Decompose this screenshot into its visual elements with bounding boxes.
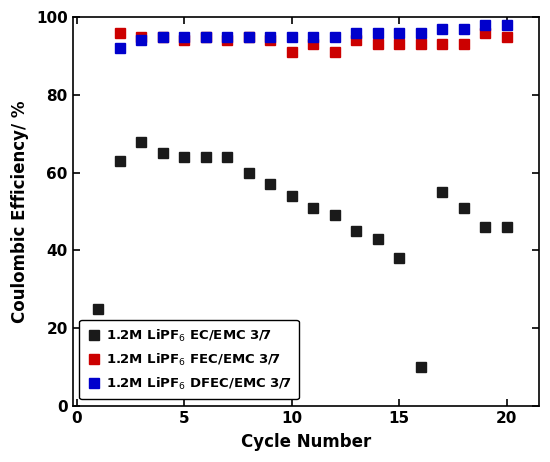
1.2M LiPF$_6$ DFEC/EMC 3/7 [181, 34, 188, 39]
1.2M LiPF$_6$ EC/EMC 3/7 [202, 154, 209, 160]
1.2M LiPF$_6$ EC/EMC 3/7 [181, 154, 188, 160]
1.2M LiPF$_6$ DFEC/EMC 3/7 [375, 30, 381, 36]
1.2M LiPF$_6$ DFEC/EMC 3/7 [417, 30, 424, 36]
1.2M LiPF$_6$ EC/EMC 3/7 [353, 228, 360, 234]
1.2M LiPF$_6$ FEC/EMC 3/7 [332, 49, 338, 55]
1.2M LiPF$_6$ FEC/EMC 3/7 [310, 42, 317, 47]
Y-axis label: Coulombic Efficiency/ %: Coulombic Efficiency/ % [11, 100, 29, 323]
1.2M LiPF$_6$ FEC/EMC 3/7 [417, 42, 424, 47]
1.2M LiPF$_6$ EC/EMC 3/7 [375, 236, 381, 242]
1.2M LiPF$_6$ DFEC/EMC 3/7 [117, 45, 123, 51]
1.2M LiPF$_6$ DFEC/EMC 3/7 [353, 30, 360, 36]
1.2M LiPF$_6$ FEC/EMC 3/7 [396, 42, 403, 47]
1.2M LiPF$_6$ EC/EMC 3/7 [138, 139, 145, 144]
1.2M LiPF$_6$ EC/EMC 3/7 [332, 213, 338, 218]
1.2M LiPF$_6$ EC/EMC 3/7 [224, 154, 230, 160]
1.2M LiPF$_6$ FEC/EMC 3/7 [117, 30, 123, 36]
1.2M LiPF$_6$ FEC/EMC 3/7 [460, 42, 467, 47]
1.2M LiPF$_6$ FEC/EMC 3/7 [224, 38, 230, 43]
1.2M LiPF$_6$ FEC/EMC 3/7 [353, 38, 360, 43]
1.2M LiPF$_6$ EC/EMC 3/7 [289, 193, 295, 199]
1.2M LiPF$_6$ DFEC/EMC 3/7 [245, 34, 252, 39]
1.2M LiPF$_6$ FEC/EMC 3/7 [160, 34, 166, 39]
Line: 1.2M LiPF$_6$ DFEC/EMC 3/7: 1.2M LiPF$_6$ DFEC/EMC 3/7 [116, 20, 511, 53]
1.2M LiPF$_6$ DFEC/EMC 3/7 [202, 34, 209, 39]
1.2M LiPF$_6$ EC/EMC 3/7 [396, 255, 403, 261]
1.2M LiPF$_6$ EC/EMC 3/7 [245, 170, 252, 176]
1.2M LiPF$_6$ DFEC/EMC 3/7 [224, 34, 230, 39]
1.2M LiPF$_6$ DFEC/EMC 3/7 [138, 38, 145, 43]
1.2M LiPF$_6$ EC/EMC 3/7 [117, 158, 123, 164]
1.2M LiPF$_6$ FEC/EMC 3/7 [439, 42, 446, 47]
1.2M LiPF$_6$ EC/EMC 3/7 [267, 182, 274, 187]
1.2M LiPF$_6$ EC/EMC 3/7 [310, 205, 317, 211]
1.2M LiPF$_6$ EC/EMC 3/7 [482, 225, 488, 230]
1.2M LiPF$_6$ EC/EMC 3/7 [95, 306, 102, 311]
1.2M LiPF$_6$ FEC/EMC 3/7 [267, 38, 274, 43]
1.2M LiPF$_6$ EC/EMC 3/7 [160, 151, 166, 156]
1.2M LiPF$_6$ EC/EMC 3/7 [417, 365, 424, 370]
1.2M LiPF$_6$ DFEC/EMC 3/7 [503, 22, 510, 28]
Legend: 1.2M LiPF$_6$ EC/EMC 3/7, 1.2M LiPF$_6$ FEC/EMC 3/7, 1.2M LiPF$_6$ DFEC/EMC 3/7: 1.2M LiPF$_6$ EC/EMC 3/7, 1.2M LiPF$_6$ … [79, 320, 299, 400]
1.2M LiPF$_6$ DFEC/EMC 3/7 [160, 34, 166, 39]
1.2M LiPF$_6$ FEC/EMC 3/7 [181, 38, 188, 43]
X-axis label: Cycle Number: Cycle Number [241, 433, 371, 451]
1.2M LiPF$_6$ FEC/EMC 3/7 [202, 34, 209, 39]
1.2M LiPF$_6$ DFEC/EMC 3/7 [482, 22, 488, 28]
1.2M LiPF$_6$ DFEC/EMC 3/7 [460, 26, 467, 31]
1.2M LiPF$_6$ EC/EMC 3/7 [460, 205, 467, 211]
1.2M LiPF$_6$ DFEC/EMC 3/7 [396, 30, 403, 36]
1.2M LiPF$_6$ DFEC/EMC 3/7 [332, 34, 338, 39]
1.2M LiPF$_6$ FEC/EMC 3/7 [245, 34, 252, 39]
1.2M LiPF$_6$ EC/EMC 3/7 [439, 189, 446, 195]
1.2M LiPF$_6$ DFEC/EMC 3/7 [267, 34, 274, 39]
1.2M LiPF$_6$ FEC/EMC 3/7 [375, 42, 381, 47]
1.2M LiPF$_6$ FEC/EMC 3/7 [503, 34, 510, 39]
1.2M LiPF$_6$ DFEC/EMC 3/7 [289, 34, 295, 39]
Line: 1.2M LiPF$_6$ EC/EMC 3/7: 1.2M LiPF$_6$ EC/EMC 3/7 [94, 137, 511, 372]
1.2M LiPF$_6$ FEC/EMC 3/7 [138, 34, 145, 39]
1.2M LiPF$_6$ DFEC/EMC 3/7 [310, 34, 317, 39]
1.2M LiPF$_6$ EC/EMC 3/7 [503, 225, 510, 230]
1.2M LiPF$_6$ DFEC/EMC 3/7 [439, 26, 446, 31]
1.2M LiPF$_6$ FEC/EMC 3/7 [289, 49, 295, 55]
Line: 1.2M LiPF$_6$ FEC/EMC 3/7: 1.2M LiPF$_6$ FEC/EMC 3/7 [116, 28, 511, 57]
1.2M LiPF$_6$ FEC/EMC 3/7 [482, 30, 488, 36]
